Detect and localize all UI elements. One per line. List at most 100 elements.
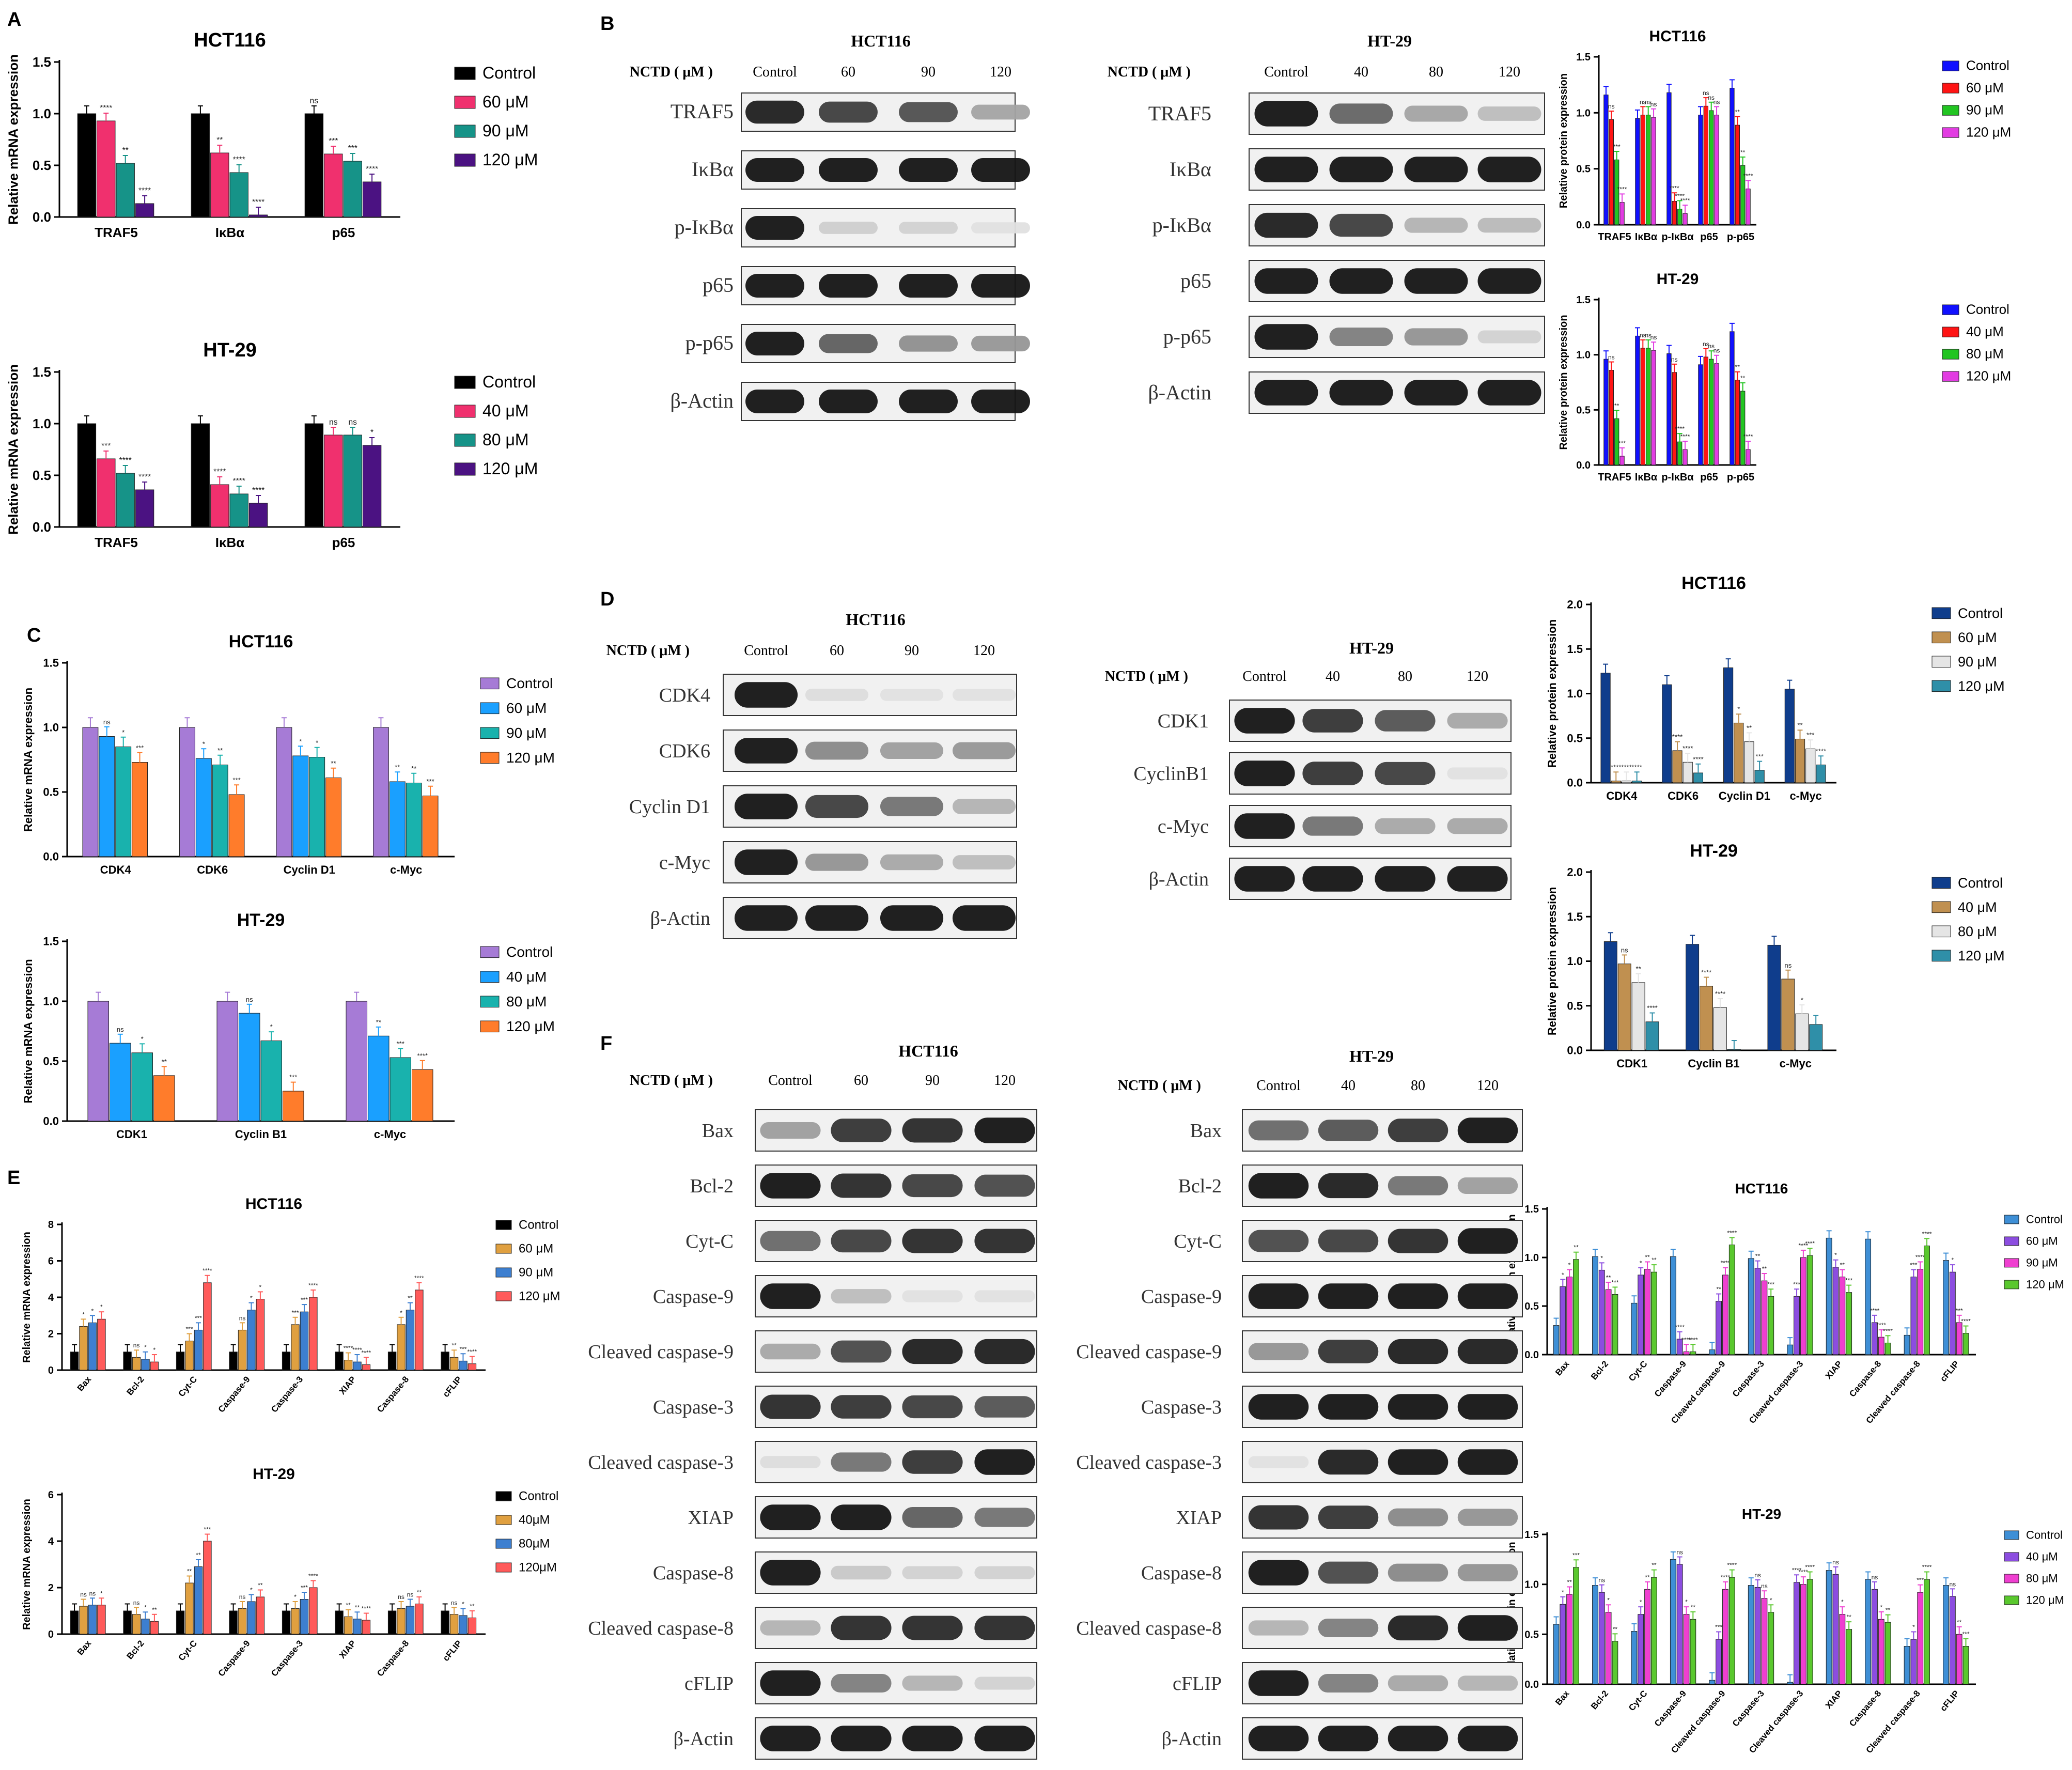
bar xyxy=(1805,748,1816,783)
bar xyxy=(229,1352,238,1371)
bar xyxy=(1735,380,1740,465)
x-tick-label: CDK1 xyxy=(1616,1057,1647,1070)
lane-label: Control xyxy=(1256,1078,1301,1094)
legend-label: 120 μM xyxy=(1966,368,2011,384)
legend-swatch xyxy=(480,946,500,958)
x-tick-label: TRAF5 xyxy=(1598,472,1631,483)
x-tick-label: IκBα xyxy=(215,225,244,240)
bar xyxy=(422,796,439,857)
bar xyxy=(387,1352,397,1371)
bar xyxy=(1832,1267,1839,1355)
y-tick-label: 4 xyxy=(48,1536,54,1547)
lane-label: 60 xyxy=(841,64,855,80)
bar-chart-B2: HT-29 0.0 0.5 1.0 1.5 Relative protein expres… xyxy=(1558,271,2011,483)
protein-band xyxy=(974,1726,1035,1751)
significance-label: * xyxy=(1801,996,1803,1004)
y-tick-label: 0.5 xyxy=(33,468,51,483)
protein-band xyxy=(1329,157,1393,182)
legend-swatch xyxy=(495,1267,512,1278)
significance-label: ns xyxy=(133,1599,140,1606)
protein-band xyxy=(1375,866,1436,892)
legend-swatch xyxy=(2004,1530,2019,1540)
bar xyxy=(1754,770,1765,783)
legend-label: 90 μM xyxy=(1958,654,1997,670)
x-tick-label: Bcl-2 xyxy=(125,1374,146,1397)
x-tick-label: Cyt-C xyxy=(177,1374,199,1399)
legend-swatch xyxy=(454,125,476,138)
charts-layer: HCT116 0.0 0.5 1.0 1.5 Relative mRNA expressi… xyxy=(5,28,2064,1755)
protein-band xyxy=(1248,1726,1309,1751)
bar xyxy=(70,1352,79,1371)
bar xyxy=(191,423,210,527)
bar-chart-A2: HT-29 0.0 0.5 1.0 1.5 Relative mRNA expressio… xyxy=(5,339,538,550)
bar xyxy=(99,736,115,857)
protein-band xyxy=(1457,1177,1518,1194)
legend-label: 120 μM xyxy=(482,459,538,478)
protein-band xyxy=(1318,1619,1379,1637)
bar xyxy=(1904,1334,1910,1355)
bar xyxy=(216,1001,238,1122)
bar xyxy=(1666,92,1672,225)
significance-label: ** xyxy=(1755,1253,1761,1260)
protein-band xyxy=(805,905,869,931)
protein-band xyxy=(1457,1564,1518,1581)
protein-band xyxy=(819,158,878,182)
bar xyxy=(1787,1682,1794,1685)
significance-label: ** xyxy=(1735,108,1740,116)
protein-band xyxy=(902,1616,963,1640)
bar xyxy=(1650,1271,1657,1355)
legend-label: Control xyxy=(1966,302,2009,317)
protein-band xyxy=(1388,1229,1448,1253)
protein-band xyxy=(974,1229,1035,1253)
protein-band xyxy=(1457,1117,1518,1143)
protein-band xyxy=(1404,105,1468,122)
protein-label: TRAF5 xyxy=(1148,102,1211,125)
legend-label: Control xyxy=(1958,605,2003,621)
lane-label: 120 xyxy=(1499,64,1520,80)
dose-header: NCTD ( μM ) xyxy=(630,64,713,80)
significance-label: ** xyxy=(395,763,400,771)
x-tick-label: TRAF5 xyxy=(95,535,138,550)
bar xyxy=(1746,189,1751,225)
protein-band xyxy=(1457,1726,1518,1751)
significance-label: *** xyxy=(1845,1277,1852,1284)
significance-label: * xyxy=(100,1303,103,1311)
bar xyxy=(1949,1271,1956,1355)
significance-label: ** xyxy=(1797,721,1802,729)
bar xyxy=(362,181,382,218)
bar xyxy=(247,1310,256,1371)
y-axis-label: Relative mRNA expression xyxy=(5,54,21,225)
significance-label: **** xyxy=(1922,1564,1932,1571)
bar xyxy=(1730,331,1735,465)
bar xyxy=(1878,1337,1884,1355)
legend-label: 90 μM xyxy=(2026,1256,2058,1269)
bar xyxy=(1640,115,1645,225)
protein-band xyxy=(734,738,798,764)
legend-swatch xyxy=(1931,680,1951,692)
legend-label: 120 μM xyxy=(1966,125,2011,140)
significance-label: * xyxy=(1562,1271,1564,1278)
lane-label: 80 xyxy=(1398,669,1412,685)
significance-label: **** xyxy=(1883,1327,1893,1334)
bar xyxy=(412,1069,433,1122)
x-tick-label: c-Myc xyxy=(1780,1057,1812,1070)
protein-band xyxy=(974,1396,1035,1418)
protein-band xyxy=(734,849,798,875)
bar xyxy=(1748,1585,1754,1685)
bar xyxy=(346,1001,367,1122)
significance-label: ns xyxy=(1708,343,1715,350)
bar xyxy=(97,458,116,527)
protein-band xyxy=(1375,710,1436,732)
protein-band xyxy=(745,332,804,355)
protein-label: β-Actin xyxy=(650,908,710,929)
significance-label: * xyxy=(141,1035,144,1043)
protein-band xyxy=(1248,1343,1309,1360)
bar xyxy=(1846,1292,1852,1355)
bar xyxy=(1600,673,1611,783)
protein-band xyxy=(745,158,804,182)
legend-label: Control xyxy=(519,1218,558,1232)
protein-band xyxy=(974,1676,1035,1690)
bar xyxy=(304,423,324,527)
bar xyxy=(1826,1570,1832,1685)
